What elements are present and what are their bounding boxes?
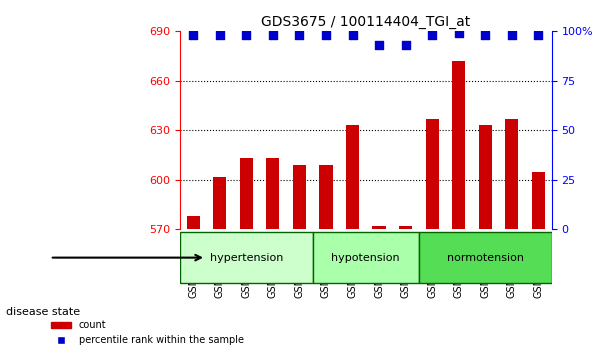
Point [215,33,224,38]
Bar [505,119,519,229]
Point [427,33,437,38]
Bar [319,165,333,229]
Bar [293,165,306,229]
Bar [426,119,439,229]
Text: hypertension: hypertension [210,253,283,263]
Point [507,33,517,38]
FancyBboxPatch shape [180,232,313,283]
Point [321,33,331,38]
Bar [478,125,492,229]
Point [188,33,198,38]
Bar [373,226,385,229]
Bar [532,172,545,229]
Point [374,42,384,48]
Point [480,33,490,38]
Legend: count, percentile rank within the sample: count, percentile rank within the sample [47,316,247,349]
Point [533,33,543,38]
Point [241,33,251,38]
Bar [266,159,280,229]
FancyBboxPatch shape [313,232,419,283]
Point [294,33,304,38]
Text: normotension: normotension [447,253,523,263]
FancyBboxPatch shape [419,232,551,283]
Text: disease state: disease state [6,307,80,316]
Point [454,30,463,36]
Point [268,33,278,38]
Title: GDS3675 / 100114404_TGI_at: GDS3675 / 100114404_TGI_at [261,15,471,29]
Bar [187,216,200,229]
Bar [346,125,359,229]
Bar [452,61,465,229]
Bar [399,226,412,229]
Bar [213,177,226,229]
Point [348,33,358,38]
Point [401,42,410,48]
Text: hypotension: hypotension [331,253,400,263]
Bar [240,159,253,229]
